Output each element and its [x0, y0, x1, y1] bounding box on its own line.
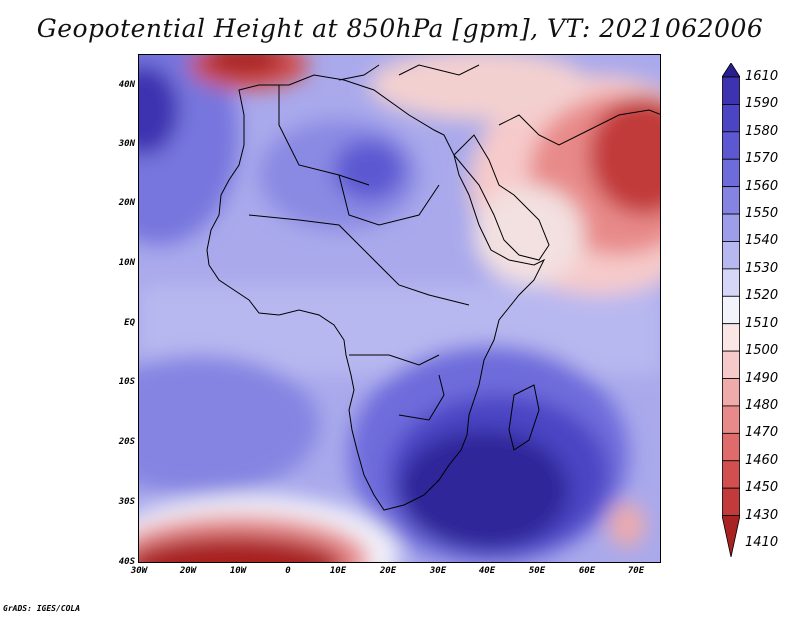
- colorbar-label: 1540: [745, 233, 779, 249]
- lat-tick-label: 30S: [118, 497, 135, 507]
- lon-tick-label: 0: [285, 566, 291, 576]
- colorbar-label: 1530: [745, 260, 779, 276]
- lat-tick-label: 10N: [118, 258, 135, 268]
- colorbar-cell: [722, 268, 740, 297]
- lat-tick-label: 40N: [118, 80, 135, 90]
- colorbar-cell: [722, 350, 740, 379]
- colorbar-cell: [722, 186, 740, 215]
- colorbar-label: 1450: [745, 480, 779, 496]
- colorbar-cell: [722, 76, 740, 105]
- colorbar-label: 1410: [745, 535, 779, 550]
- map-title: Geopotential Height at 850hPa [gpm], VT:…: [36, 14, 764, 43]
- lon-tick-label: 40E: [478, 566, 496, 576]
- colorbar-cell: [722, 378, 740, 407]
- map-panel: [138, 54, 661, 563]
- colorbar-label: 1610: [745, 69, 779, 84]
- lon-tick-label: 60E: [578, 566, 596, 576]
- lon-tick-label: 50E: [528, 566, 546, 576]
- colorbar: [722, 63, 740, 557]
- lat-tick-label: 20N: [118, 198, 135, 208]
- colorbar-label: 1520: [745, 288, 779, 304]
- colorbar-cell: [722, 213, 740, 242]
- lon-tick-label: 30W: [130, 566, 148, 576]
- colorbar-cell: [722, 323, 740, 352]
- colorbar-cell: [722, 432, 740, 462]
- colorbar-cell: [722, 104, 740, 133]
- colorbar-cell: [722, 515, 740, 557]
- colorbar-label: 1510: [745, 315, 779, 331]
- colorbar-cell: [722, 63, 740, 78]
- colorbar-cell: [722, 405, 740, 434]
- colorbar-label: 1550: [745, 206, 779, 222]
- colorbar-label: 1460: [745, 452, 779, 468]
- colorbar-label: 1470: [745, 425, 779, 441]
- lon-tick-label: 20E: [379, 566, 397, 576]
- colorbar-label: 1490: [745, 370, 779, 386]
- height-field: [139, 55, 660, 562]
- colorbar-cell: [722, 460, 740, 489]
- colorbar-label: 1560: [745, 178, 779, 194]
- colorbar-cell: [722, 158, 740, 188]
- colorbar-cell: [722, 295, 740, 325]
- colorbar-label: 1590: [745, 96, 779, 112]
- colorbar-label: 1480: [745, 397, 779, 413]
- map-canvas: [139, 55, 660, 562]
- colorbar-cell: [722, 241, 740, 270]
- lat-tick-label: EQ: [124, 318, 135, 328]
- lon-tick-label: 30E: [429, 566, 447, 576]
- lat-tick-label: 10S: [118, 377, 135, 387]
- lon-tick-label: 20W: [179, 566, 197, 576]
- credit-label: GrADS: IGES/COLA: [3, 604, 81, 613]
- colorbar-cell: [722, 131, 740, 160]
- lon-tick-label: 70E: [627, 566, 645, 576]
- lat-tick-label: 40S: [118, 557, 135, 567]
- lat-tick-label: 30N: [118, 139, 135, 149]
- coastlines: [206, 64, 660, 511]
- colorbar-label: 1570: [745, 151, 779, 167]
- colorbar-label: 1580: [745, 123, 779, 139]
- lat-tick-label: 20S: [118, 437, 135, 447]
- lon-tick-label: 10W: [229, 566, 247, 576]
- colorbar-label: 1430: [745, 507, 779, 523]
- colorbar-label: 1500: [745, 343, 779, 359]
- colorbar-cell: [722, 487, 740, 516]
- lon-tick-label: 10E: [329, 566, 347, 576]
